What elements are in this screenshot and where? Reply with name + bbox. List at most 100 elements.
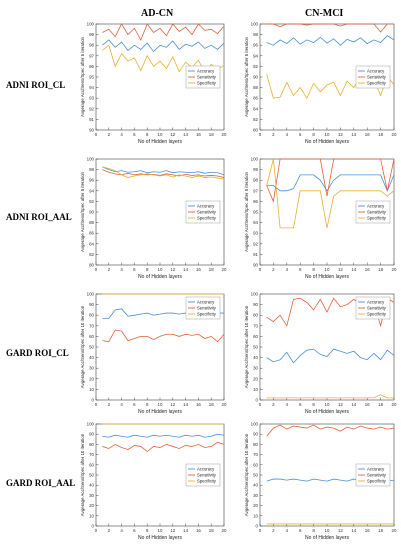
column-title-ad-cn: AD-CN: [141, 8, 174, 19]
p4-y-tick-label: 30: [89, 366, 94, 371]
p6-x-tick-label: 18: [209, 528, 214, 533]
p2-series-line-specificity: [102, 166, 225, 180]
p4-legend-label-specificity: Specificity: [197, 312, 217, 317]
p0-series-line-accuracy: [102, 39, 225, 53]
p1-x-tick-label: 16: [365, 132, 370, 137]
p7-y-tick-label: 80: [253, 442, 258, 447]
chart-adni-roi-cl-ad-cn: 90 91 92 93 94 95 96 97 98 99 100 0 2 4 6 8 10 12 14 16 18 20…: [80, 22, 227, 146]
p1-y-tick-label: 94: [253, 53, 258, 58]
p1-y-tick-label: 90: [253, 75, 258, 80]
p5-x-tick-label: 8: [312, 402, 315, 407]
p4-x-tick-label: 12: [170, 402, 175, 407]
p3-x-tick-label: 8: [312, 267, 315, 272]
p1-y-tick-label: 84: [253, 106, 258, 111]
p4-x-tick-label: 16: [196, 402, 201, 407]
p7-series-line-sensitivity: [266, 424, 395, 437]
p7-y-tick-label: 20: [253, 503, 258, 508]
p1-y-tick-label: 92: [253, 64, 258, 69]
p4-x-tick-label: 2: [108, 402, 111, 407]
p3-y-tick-label: 96: [253, 199, 258, 204]
p0-series-line-sensitivity: [102, 23, 225, 41]
p4-y-tick-label: 100: [87, 292, 95, 297]
p7-y-tick-label: 90: [253, 432, 258, 437]
p2-legend-label-accuracy: Accuracy: [197, 204, 215, 209]
p2-y-tick-label: 86: [89, 231, 94, 236]
p6-x-tick-label: 10: [158, 528, 163, 533]
p3-x-tick-label: 14: [351, 267, 356, 272]
p2-x-tick-label: 0: [95, 267, 98, 272]
p7-x-tick-label: 2: [272, 528, 275, 533]
chart-gard-roi-cl-ad-cn: 0 10 20 30 40 50 60 70 80 90 100 0 2 4 6 8 10 12 14 16 18 20 N…: [80, 292, 227, 416]
p4-y-axis-label: Avgerage Acc/Sens/Spec after 10 iteratio…: [80, 305, 85, 388]
p7-x-axis-label: No of Hidden layers: [305, 535, 349, 541]
row-title-adni-roi-cl: ADNI ROI_CL: [6, 80, 66, 90]
p7-x-tick-label: 6: [299, 528, 302, 533]
p5-y-tick-label: 80: [253, 313, 258, 318]
p0-x-tick-label: 10: [158, 132, 163, 137]
p3-x-tick-label: 6: [299, 267, 302, 272]
p6-legend-label-sensitivity: Sensitivity: [197, 473, 217, 478]
p0-y-tick-label: 96: [89, 64, 94, 69]
p4-x-tick-label: 0: [95, 402, 98, 407]
p5-x-tick-label: 14: [351, 402, 356, 407]
p2-x-tick-label: 12: [170, 267, 175, 272]
p3-legend-label-specificity: Specificity: [367, 216, 387, 221]
row-title-gard-roi-cl: GARD ROI_CL: [6, 348, 69, 358]
p1-y-axis-label: Avgerage Acc/Sens/Spec after 5 iteration: [244, 36, 249, 117]
p3-y-tick-label: 95: [253, 210, 258, 215]
p4-x-axis-label: No of Hidden layers: [138, 409, 182, 415]
p4-x-tick-label: 6: [133, 402, 136, 407]
p0-y-tick-label: 92: [89, 106, 94, 111]
p0-legend-label-sensitivity: Sensitivity: [197, 75, 217, 80]
p4-y-tick-label: 40: [89, 355, 94, 360]
p7-y-tick-label: 70: [253, 452, 258, 457]
p6-series-line-sensitivity: [102, 441, 225, 453]
p3-y-tick-label: 94: [253, 220, 258, 225]
p1-legend-label-specificity: Specificity: [367, 81, 387, 86]
p1-x-tick-label: 14: [351, 132, 356, 137]
p2-y-tick-label: 90: [89, 210, 94, 215]
p3-series-line-specificity: [266, 158, 395, 229]
p6-y-axis-label: Avgerage Acc/Sens/Spec after 10 iteratio…: [80, 433, 85, 516]
p3-y-tick-label: 92: [253, 241, 258, 246]
p6-y-tick-label: 10: [89, 513, 94, 518]
p5-legend-label-sensitivity: Sensitivity: [367, 306, 387, 311]
p4-y-tick-label: 0: [92, 398, 95, 403]
chart-gard-roi-aal-ad-cn: 0 10 20 30 40 50 60 70 80 90 100 0 2 4 6 8 10 12 14 16 18 20 N…: [80, 422, 227, 542]
p3-legend-label-accuracy: Accuracy: [367, 204, 385, 209]
p3-y-tick-label: 97: [253, 188, 258, 193]
p5-x-tick-label: 16: [365, 402, 370, 407]
p1-x-tick-label: 20: [392, 132, 397, 137]
p2-x-tick-label: 6: [133, 267, 136, 272]
p7-x-tick-label: 10: [325, 528, 330, 533]
p4-x-tick-label: 20: [222, 402, 227, 407]
p3-legend-label-sensitivity: Sensitivity: [367, 210, 387, 215]
p6-legend-label-accuracy: Accuracy: [197, 467, 215, 472]
p3-x-tick-label: 4: [286, 267, 289, 272]
p7-x-tick-label: 0: [259, 528, 262, 533]
p7-x-tick-label: 16: [365, 528, 370, 533]
p1-series-line-sensitivity: [266, 23, 394, 33]
p0-x-tick-label: 18: [209, 132, 214, 137]
p2-y-tick-label: 80: [89, 263, 94, 268]
chart-gard-roi-aal-cn-mci: 0 10 20 30 40 50 60 70 80 90 100 0 2 4 6 8 10 12 14 16 18 20 N…: [244, 422, 397, 542]
p0-y-tick-label: 91: [89, 117, 94, 122]
p1-x-tick-label: 4: [286, 132, 289, 137]
row-title-adni-roi-aal: ADNI ROI_AAL: [6, 212, 72, 222]
p0-y-tick-label: 98: [89, 43, 94, 48]
p5-series-line-accuracy: [266, 348, 395, 364]
p4-x-tick-label: 4: [120, 402, 123, 407]
p0-legend-label-accuracy: Accuracy: [197, 69, 215, 74]
column-title-cn-mci: CN-MCI: [305, 8, 344, 19]
p5-x-tick-label: 12: [338, 402, 343, 407]
p2-x-tick-label: 4: [120, 267, 123, 272]
p2-y-tick-label: 96: [89, 178, 94, 183]
p4-legend-label-accuracy: Accuracy: [197, 300, 215, 305]
p1-y-tick-label: 82: [253, 117, 258, 122]
p4-y-tick-label: 90: [89, 302, 94, 307]
p5-x-tick-label: 0: [259, 402, 262, 407]
p6-x-axis-label: No of Hidden layers: [138, 535, 182, 541]
p6-y-tick-label: 20: [89, 503, 94, 508]
p5-y-tick-label: 50: [253, 345, 258, 350]
p6-legend-box: [185, 463, 221, 487]
